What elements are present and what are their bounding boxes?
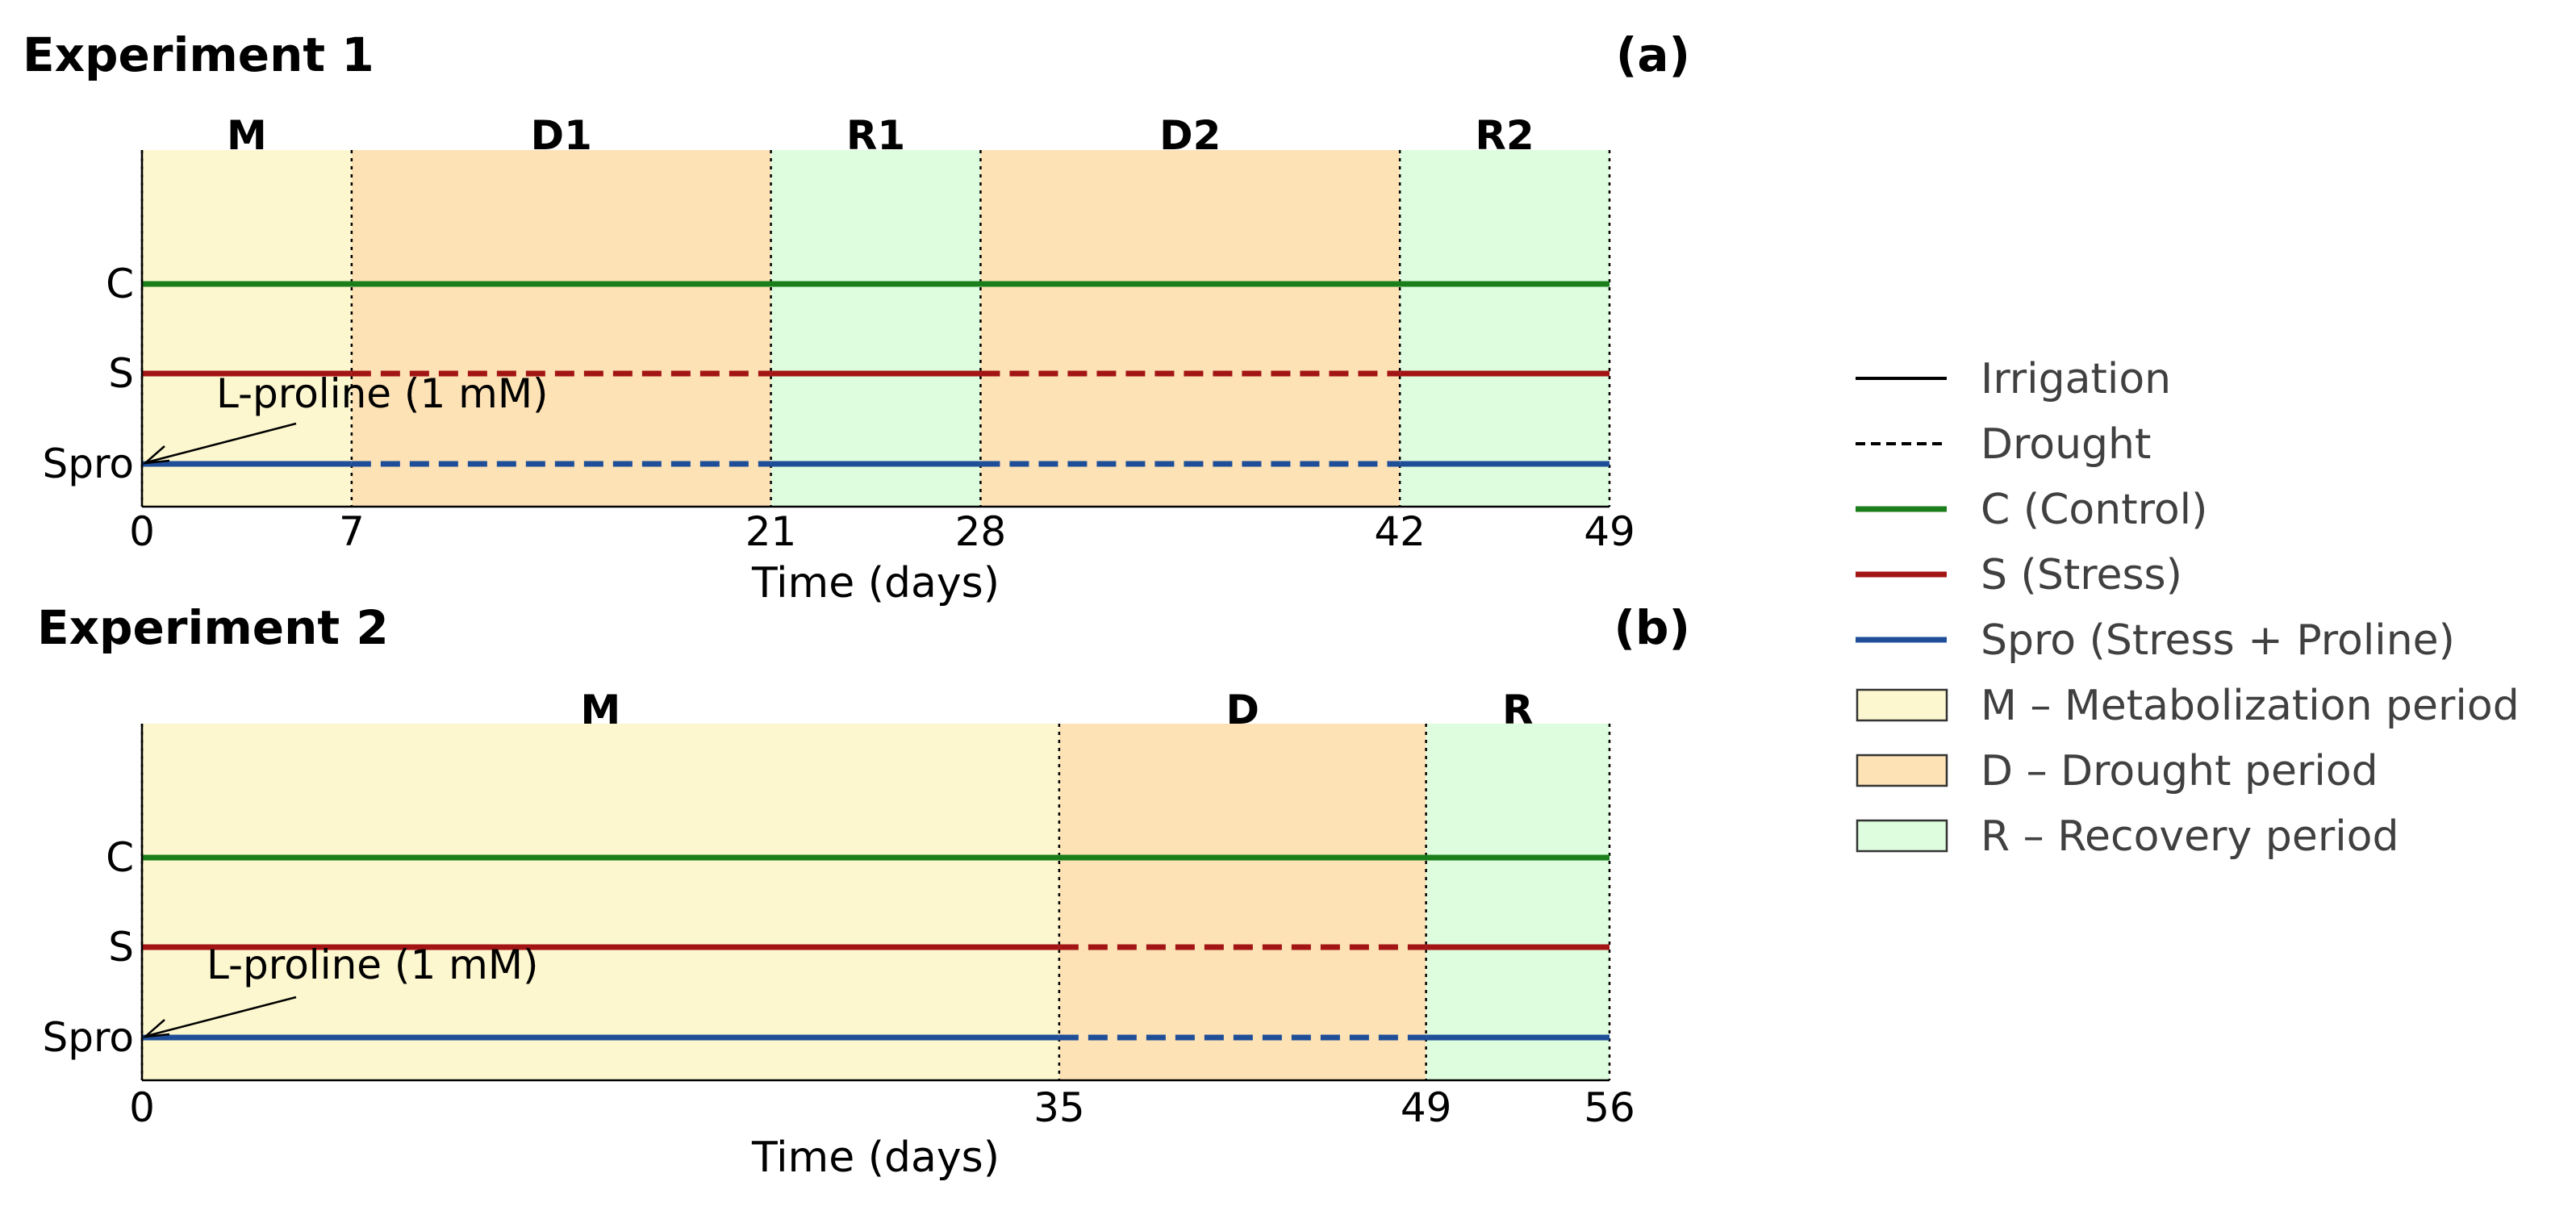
period-label: M [581, 687, 621, 733]
period-label: D1 [531, 112, 592, 159]
period-band-r2 [1400, 150, 1609, 507]
treatment-label: C [106, 834, 134, 881]
panel-experiment-2: M D R CS Spro 0 35 49 56 Time (days) Experiment 2 (… [37, 600, 1690, 1182]
treatment-label: C [106, 261, 134, 307]
legend-patch-swatch [1856, 688, 1948, 722]
period-band-m [142, 150, 352, 507]
period-band-r [1426, 724, 1609, 1080]
annotation-arrow [146, 996, 297, 1038]
x-tick-label: 49 [1401, 1084, 1452, 1131]
panel-experiment-1: M D1 R1 D2 R2 CS Spro 0 7 21 28 42 49 Time (days) Expe… [23, 27, 1690, 608]
x-tick-label: 42 [1374, 508, 1426, 555]
legend-label: M – Metabolization period [1981, 682, 2520, 730]
period-label: D2 [1159, 112, 1221, 159]
legend-label: Spro (Stress + Proline) [1981, 616, 2455, 665]
x-tick-label: 56 [1584, 1084, 1635, 1131]
x-tick-label: 21 [745, 508, 797, 555]
period-band-d1 [351, 150, 771, 507]
legend-label: C (Control) [1981, 486, 2207, 534]
panel-title: Experiment 1 [23, 27, 374, 82]
x-tick-label: 35 [1033, 1084, 1085, 1131]
legend: Irrigation Drought C (Control) S (Stress) Sp… [1856, 355, 2520, 861]
x-tick-label: 0 [129, 1084, 155, 1131]
panel-title: Experiment 2 [37, 600, 389, 655]
legend-label: Irrigation [1981, 355, 2171, 403]
treatment-label: Spro [42, 1014, 134, 1061]
legend-label: S (Stress) [1981, 551, 2182, 599]
treatment-label: Spro [42, 440, 134, 487]
annotation-text: L-proline (1 mM) [216, 370, 549, 417]
x-tick-label: 49 [1584, 508, 1635, 555]
period-label: D [1225, 687, 1259, 733]
panel-label: (a) [1616, 27, 1690, 82]
x-axis-label: Time (days) [751, 559, 1000, 608]
x-tick-label: 0 [129, 508, 155, 555]
x-tick-label: 7 [339, 508, 365, 555]
legend-label: D – Drought period [1981, 747, 2378, 795]
period-band-m [142, 724, 1059, 1080]
period-band-d [1058, 724, 1426, 1080]
panel-label: (b) [1614, 600, 1690, 655]
legend-patch-swatch [1856, 819, 1948, 853]
annotation-arrow [146, 422, 297, 464]
x-axis-label: Time (days) [751, 1134, 1000, 1182]
period-label: M [227, 112, 267, 159]
x-tick-label: 28 [955, 508, 1007, 555]
annotation-arrowhead [142, 1019, 170, 1038]
annotation-arrowhead [142, 445, 170, 465]
period-band-d2 [980, 150, 1401, 507]
legend-label: Drought [1981, 420, 2151, 469]
treatment-label: S [108, 350, 134, 397]
treatment-label: S [108, 924, 134, 971]
legend-patch-swatch [1856, 754, 1948, 787]
period-label: R1 [846, 112, 905, 159]
period-label: R [1502, 687, 1534, 733]
legend-label: R – Recovery period [1981, 812, 2399, 861]
period-band-r1 [770, 150, 981, 507]
period-label: R2 [1475, 112, 1534, 159]
annotation-text: L-proline (1 mM) [207, 942, 539, 988]
